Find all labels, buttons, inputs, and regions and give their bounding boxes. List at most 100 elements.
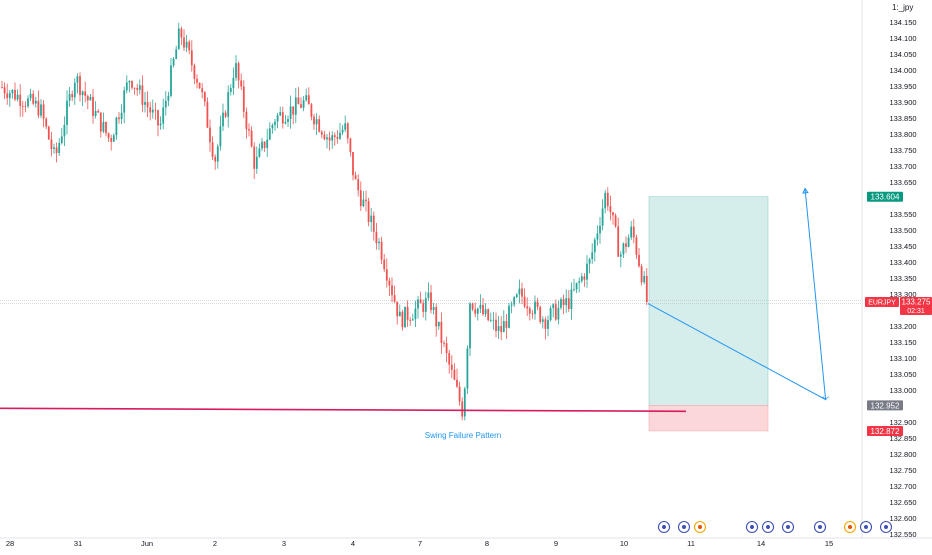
support-line[interactable]: [0, 407, 687, 413]
candle-body: [482, 304, 484, 315]
candle-body: [435, 306, 438, 327]
candle-body: [167, 95, 170, 101]
candle-body: [268, 128, 271, 140]
time-scale-labels: 28 31 Jun 2 3 4 7 8 9 10 11 14 15: [6, 539, 833, 548]
candle-body: [365, 199, 367, 202]
candle-body: [606, 192, 609, 207]
candle-body: [151, 109, 154, 113]
candle-body: [310, 104, 313, 117]
candle-body: [539, 306, 542, 322]
price-tick-label: 132.750: [889, 466, 916, 475]
candle-body: [440, 321, 443, 343]
candle-body: [586, 263, 588, 280]
candle-body: [92, 96, 94, 116]
candle-body: [570, 289, 573, 310]
candle-body: [99, 112, 102, 132]
candle-body: [123, 90, 126, 113]
candle-body: [66, 100, 68, 125]
candle-body: [515, 294, 518, 298]
candle-body: [331, 135, 334, 141]
candle-body: [222, 112, 224, 127]
price-scale-area[interactable]: [862, 0, 932, 550]
candle-body: [177, 28, 180, 50]
candle-body: [378, 241, 380, 244]
candle-body: [274, 121, 276, 125]
candle-body: [536, 301, 539, 307]
price-tick-label: 133.150: [889, 338, 916, 347]
candle-body: [185, 41, 188, 48]
candle-body: [612, 212, 614, 216]
candle-body: [508, 305, 510, 328]
candle-body: [60, 136, 63, 144]
candle-body: [133, 87, 136, 89]
candle-body: [29, 93, 32, 99]
candle-body: [388, 280, 391, 286]
candle-body: [211, 142, 214, 157]
candle-body: [232, 77, 235, 89]
candle-body: [255, 156, 258, 169]
economic-event-icon-dot: [766, 525, 770, 529]
candle-body: [11, 89, 14, 94]
candle-body: [8, 93, 11, 99]
candle-body: [404, 306, 406, 328]
price-tick-label: 132.800: [889, 450, 916, 459]
economic-event-icon-dot: [750, 525, 754, 529]
candle-body: [367, 201, 370, 223]
target-zone[interactable]: [648, 196, 769, 406]
candle-body: [180, 28, 183, 38]
candle-body: [352, 152, 354, 176]
stop-zone[interactable]: [648, 405, 769, 432]
candle-body: [326, 137, 328, 140]
candle-body: [380, 241, 383, 260]
economic-events-row[interactable]: [657, 520, 893, 534]
candle-body: [391, 285, 393, 296]
economic-event-icon-dot: [818, 525, 822, 529]
candle-body: [526, 306, 529, 309]
candle-body: [635, 237, 638, 255]
price-tick-label: 134.000: [889, 66, 916, 75]
time-label: 4: [351, 539, 355, 548]
candle-body: [201, 88, 204, 93]
price-tick-label: 133.450: [889, 242, 916, 251]
candle-body: [287, 118, 289, 122]
candle-body: [76, 76, 79, 83]
economic-event-icon-dot: [864, 525, 868, 529]
candle-body: [448, 353, 451, 365]
candle-body: [128, 81, 131, 83]
candle-body: [203, 92, 206, 102]
candle-body: [544, 319, 547, 329]
candle-body: [237, 63, 240, 81]
candle-body: [105, 121, 107, 134]
projected-path-arrowhead: [802, 187, 809, 194]
candle-body: [81, 91, 84, 96]
candle-body: [632, 226, 635, 238]
candle-body: [175, 49, 178, 59]
candle-body: [136, 88, 139, 90]
candle-body: [138, 85, 141, 90]
candle-body: [575, 282, 578, 290]
entry-badge-text: 132.952: [871, 401, 900, 410]
candle-body: [131, 81, 133, 88]
candle-body: [461, 401, 464, 417]
candle-body: [406, 306, 409, 320]
candle-body: [383, 259, 386, 270]
candle-body: [339, 132, 341, 139]
candle-body: [157, 110, 159, 126]
candle-body: [601, 208, 604, 226]
candle-body: [227, 91, 230, 117]
candle-body: [261, 141, 263, 149]
candle-body: [16, 94, 19, 100]
candle-body: [344, 123, 347, 130]
candle-body: [417, 299, 419, 309]
countdown-text: 02:31: [907, 308, 925, 315]
candle-body: [437, 321, 440, 327]
candle-body: [240, 80, 243, 87]
candle-body: [300, 104, 302, 108]
time-label: 15: [825, 539, 833, 548]
price-tick-label: 132.650: [889, 498, 916, 507]
candle-body: [63, 124, 66, 137]
candle-body: [214, 156, 217, 162]
price-tick-label: 133.850: [889, 114, 916, 123]
